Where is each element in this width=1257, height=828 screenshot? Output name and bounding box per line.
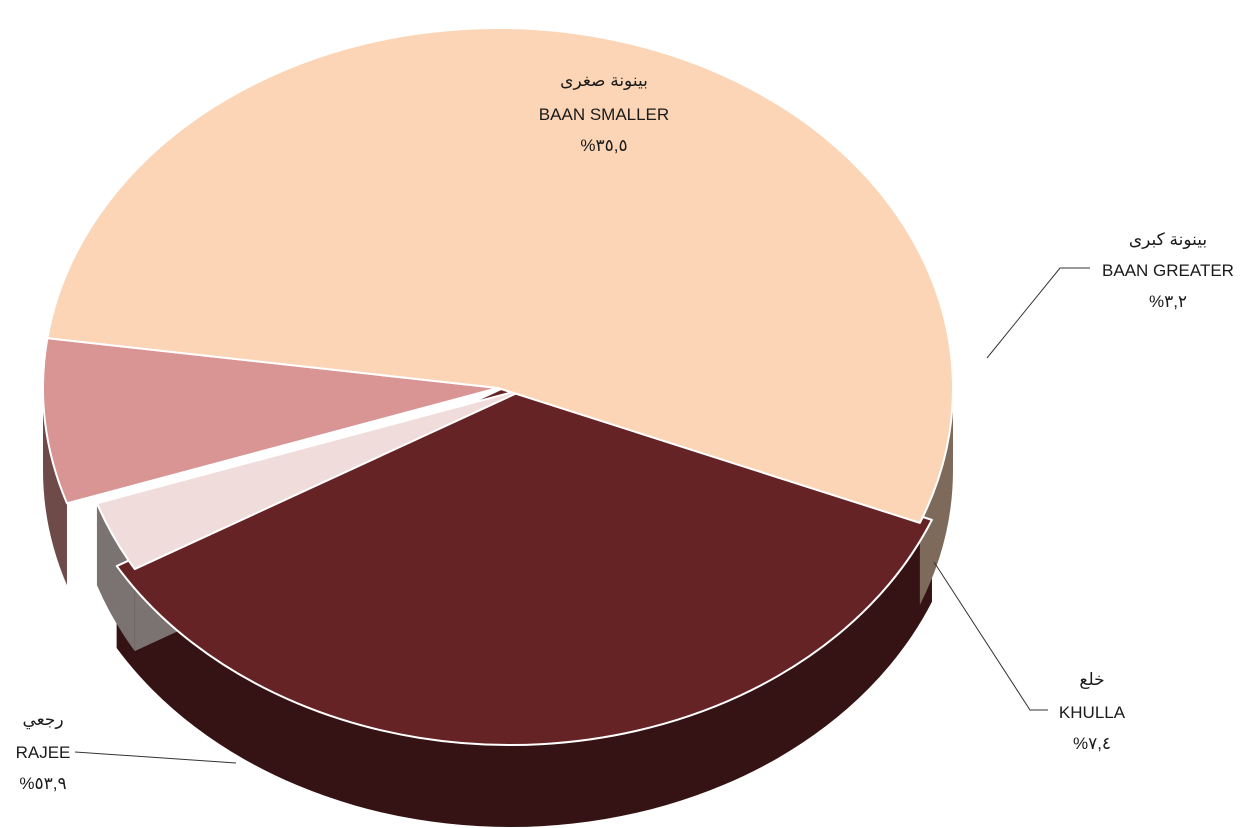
label-arabic: رجعي	[22, 710, 63, 730]
label-english: BAAN SMALLER	[539, 105, 669, 124]
label-percent: %٧,٤	[1073, 734, 1111, 753]
slice-label-baan-smaller: بينونة صغرى BAAN SMALLER %٣٥,٥	[539, 71, 669, 155]
pie-slice-rajee	[46, 27, 954, 524]
leader-lines	[74, 267, 1090, 764]
leader-line	[933, 561, 1048, 711]
label-english: RAJEE	[16, 743, 71, 762]
label-english: KHULLA	[1059, 703, 1126, 722]
label-percent: %٣٥,٥	[580, 136, 627, 155]
leader-line	[74, 751, 237, 764]
label-english: BAAN GREATER	[1102, 261, 1234, 280]
slice-side-wall	[919, 388, 953, 605]
slice-label-baan-greater: بينونة كبرى BAAN GREATER %٣,٢	[1102, 230, 1234, 311]
label-percent: %٣,٢	[1149, 292, 1187, 311]
label-arabic: بينونة كبرى	[1129, 230, 1207, 249]
pie-slice-baan-greater	[95, 387, 529, 571]
label-percent: %٥٣,٩	[19, 774, 66, 793]
label-arabic: خلع	[1079, 670, 1104, 690]
slice-side-wall	[116, 519, 932, 828]
slice-label-khulla: خلع KHULLA %٧,٤	[1059, 670, 1126, 753]
slice-side-wall	[43, 388, 67, 586]
pie-slice-khulla	[42, 337, 499, 505]
label-arabic: بينونة صغرى	[560, 71, 648, 90]
slice-label-rajee: رجعي RAJEE %٥٣,٩	[16, 710, 71, 793]
leader-line	[986, 267, 1090, 359]
pie-top-faces	[42, 27, 954, 747]
